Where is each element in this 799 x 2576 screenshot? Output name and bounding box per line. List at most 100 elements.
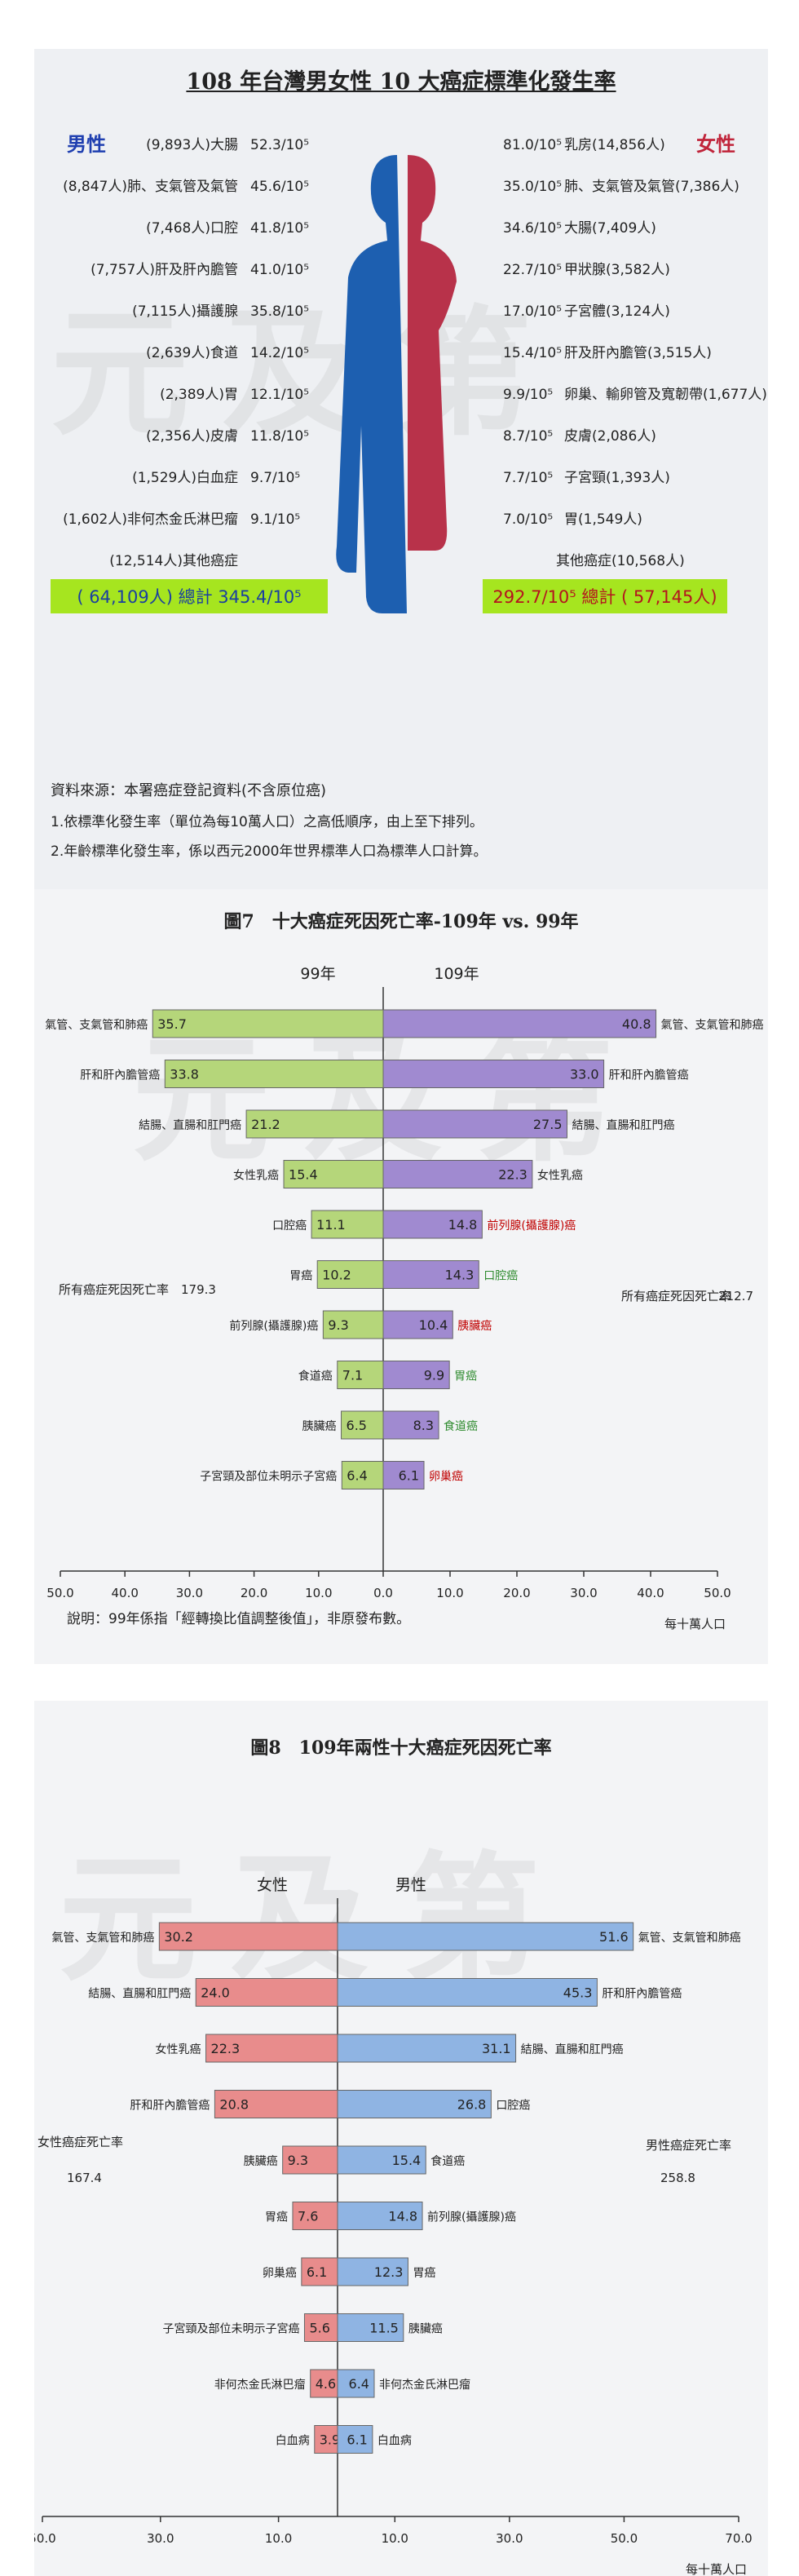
female-rate-value: 8.7/10⁵ (503, 428, 553, 445)
female-cancer-label: 子宮頸(1,393人) (564, 470, 670, 486)
female-rate-value: 15.4/10⁵ (503, 345, 562, 361)
female-label: 女性 (696, 133, 735, 156)
left-header: 99年 (300, 965, 335, 983)
left-bar (301, 2257, 338, 2286)
right-bar-value: 6.1 (347, 2432, 367, 2448)
left-bar-label: 氣管、支氣管和肺癌 (51, 1932, 154, 1945)
right-bar-value: 11.5 (369, 2321, 399, 2336)
mortality-trend-panel: 元及第 圖7 十大癌症死因死亡率-109年 vs. 99年 99年 109年 35.… (34, 889, 768, 1664)
female-rate-value: 7.7/10⁵ (503, 470, 553, 486)
right-bar-label: 胃癌 (454, 1370, 477, 1383)
left-bar-label: 卵巢癌 (263, 2267, 297, 2280)
x-tick-label: 30.0 (570, 1586, 597, 1600)
male-rate-value: 41.8/10⁵ (250, 220, 309, 237)
right-bar (337, 2090, 492, 2118)
left-bar (337, 1361, 384, 1389)
right-bar (337, 2202, 423, 2230)
source-note: 資料來源：本署癌症登記資料(不含原位癌) (51, 782, 326, 799)
right-bar (337, 1922, 634, 1951)
right-bar-label: 食道癌 (444, 1419, 478, 1433)
left-bar (310, 2369, 338, 2398)
left-bar-value: 33.8 (170, 1067, 199, 1082)
mortality-sex-title: 圖8 109年兩性十大癌症死因死亡率 (250, 1737, 552, 1759)
right-bar (382, 1260, 479, 1289)
right-bar (337, 2145, 426, 2175)
female-total-box (483, 579, 727, 613)
left-bar (341, 1410, 384, 1440)
mortality-sex-panel: 元及第 圖8 109年兩性十大癌症死因死亡率 女性 男性 30.2 氣管、支氣管和肺癌… (34, 1701, 768, 2576)
right-bar (337, 2369, 375, 2398)
female-cancer-label: 皮膚(2,086人) (564, 428, 656, 445)
left-bar-label: 子宮頸及部位未明示子宮癌 (162, 2323, 299, 2336)
incidence-panel: 元及第 108 年台灣男女性 10 大癌症標準化發生率 男性 女性 (9,893人)… (34, 49, 768, 889)
left-bar-value: 7.6 (298, 2209, 318, 2224)
female-rate-value: 22.7/10⁵ (503, 262, 562, 278)
left-bar-value: 9.3 (328, 1317, 348, 1333)
left-bar-value: 30.2 (164, 1929, 193, 1945)
right-bar (337, 2257, 408, 2286)
left-bar (311, 1210, 384, 1239)
female-total: 292.7/10⁵ 總計 ( 57,145人) (492, 587, 717, 607)
total-text: 258.8 (660, 2171, 695, 2185)
right-bar-label: 肝和肝內膽管癌 (602, 1987, 682, 2001)
male-cancer-label: (7,115人)攝護腺 (132, 303, 238, 320)
male-total-box (51, 579, 328, 613)
male-cancer-label: (8,847人)肺、支氣管及氣管 (63, 179, 238, 195)
male-silhouette-icon (336, 155, 407, 613)
right-bar-label: 食道癌 (430, 2154, 465, 2168)
left-bar-label: 胃癌 (289, 1270, 312, 1283)
right-bar-value: 8.3 (413, 1418, 434, 1433)
left-bar-label: 白血病 (276, 2435, 310, 2448)
right-bar-label: 前列腺(攝護腺)癌 (487, 1219, 576, 1233)
female-silhouette-icon (408, 155, 457, 551)
right-bar-value: 22.3 (498, 1167, 528, 1183)
left-bar-value: 4.6 (316, 2376, 336, 2392)
right-header: 男性 (395, 1876, 426, 1894)
left-bar (303, 2313, 338, 2342)
x-tick-label: 10.0 (382, 2531, 408, 2546)
female-cancer-label: 乳房(14,856人) (564, 137, 665, 153)
x-tick-label: 20.0 (503, 1586, 530, 1600)
right-bar (382, 1109, 567, 1139)
male-rate-value: 14.2/10⁵ (250, 345, 309, 361)
left-bar-value: 9.3 (288, 2153, 308, 2168)
right-bar-value: 12.3 (374, 2264, 404, 2280)
left-bar-label: 結腸、直腸和肛門癌 (139, 1118, 241, 1132)
right-bar-value: 14.8 (388, 2209, 417, 2224)
right-bar-value: 6.1 (399, 1468, 419, 1484)
left-bar-value: 15.4 (289, 1167, 318, 1183)
left-bar-value: 10.2 (322, 1268, 351, 1283)
female-cancer-label: 甲狀腺(3,582人) (564, 262, 670, 278)
right-bar-value: 9.9 (424, 1368, 444, 1383)
right-bar-value: 6.4 (349, 2376, 369, 2392)
x-tick-label: 30.0 (147, 2531, 174, 2546)
male-rate-value: 35.8/10⁵ (250, 303, 309, 320)
left-bar-value: 6.1 (307, 2264, 327, 2280)
left-bar (283, 1160, 384, 1188)
x-tick-label: 70.0 (725, 2531, 752, 2546)
x-tick-label: 20.0 (241, 1586, 267, 1600)
footnote: 1.依標準化發生率（單位為每10萬人口）之高低順序，由上至下排列。 (51, 814, 483, 830)
right-bar-label: 口腔癌 (496, 2100, 530, 2113)
total-text: 女性癌症死亡率 (38, 2135, 123, 2149)
right-bar (382, 1009, 657, 1038)
x-tick-label: 10.0 (436, 1586, 463, 1600)
right-bar-value: 31.1 (482, 2041, 511, 2056)
right-bar-label: 肝和肝內膽管癌 (609, 1069, 689, 1082)
right-bar-label: 口腔癌 (483, 1270, 518, 1283)
x-tick-label: 50.0 (704, 1586, 731, 1600)
left-bar-value: 35.7 (157, 1016, 187, 1032)
right-bar-value: 14.3 (445, 1268, 475, 1283)
left-bar-label: 子宮頸及部位未明示子宮癌 (200, 1471, 337, 1484)
right-bar (382, 1461, 425, 1489)
female-rate-value: 35.0/10⁵ (503, 179, 562, 195)
right-header: 109年 (434, 965, 479, 983)
left-bar-value: 11.1 (316, 1217, 346, 1233)
right-bar-label: 結腸、直腸和肛門癌 (572, 1118, 675, 1132)
male-cancer-label: (9,893人)大腸 (146, 137, 238, 153)
left-bar-value: 24.0 (201, 1985, 230, 2001)
right-bar (382, 1160, 533, 1188)
left-bar-value: 22.3 (211, 2041, 241, 2056)
left-bar-label: 女性乳癌 (233, 1169, 279, 1183)
male-rate-value: 12.1/10⁵ (250, 387, 309, 403)
